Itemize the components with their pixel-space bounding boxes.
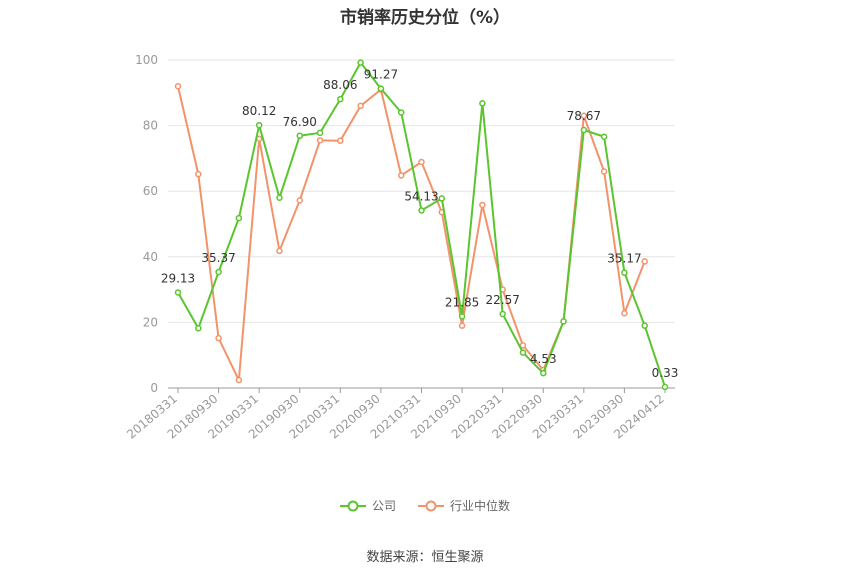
- data-point-company: [641, 322, 648, 329]
- data-label: 29.13: [161, 271, 195, 285]
- data-point-industry: [215, 334, 222, 342]
- data-point-company: [296, 132, 303, 140]
- source-note: 数据来源：恒生聚源: [366, 550, 484, 565]
- data-point-company: [195, 325, 202, 332]
- data-point-company: [499, 310, 506, 318]
- data-point-industry: [519, 342, 527, 349]
- y-tick-label: 60: [143, 184, 158, 198]
- data-label: 0.33: [652, 366, 679, 380]
- data-label: 80.12: [242, 104, 276, 118]
- y-tick-label: 80: [143, 119, 158, 133]
- data-point-company: [621, 269, 628, 276]
- data-point-industry: [337, 137, 344, 144]
- series-line-industry: [177, 86, 646, 382]
- legend-marker-industry: [418, 500, 444, 511]
- data-label: 88.06: [323, 78, 357, 92]
- legend-item-company[interactable]: 公司: [339, 497, 396, 514]
- data-point-industry: [296, 197, 303, 204]
- data-point-company: [438, 195, 446, 202]
- data-point-company: [215, 268, 222, 276]
- data-point-company: [337, 95, 344, 103]
- data-point-company: [357, 59, 364, 66]
- data-point-industry: [479, 201, 486, 209]
- data-point-company: [580, 126, 588, 134]
- data-point-industry: [357, 102, 364, 110]
- data-point-company: [479, 100, 486, 107]
- legend-item-industry[interactable]: 行业中位数: [418, 497, 510, 514]
- data-label: 76.90: [283, 115, 317, 129]
- data-point-company: [397, 109, 405, 116]
- data-label: 35.37: [201, 251, 235, 265]
- chart-title: 市销率历史分位（%）: [339, 8, 511, 28]
- data-point-industry: [580, 112, 588, 120]
- y-tick-label: 100: [135, 53, 158, 67]
- data-point-company: [519, 349, 527, 356]
- data-point-industry: [641, 258, 648, 265]
- data-point-company: [235, 214, 243, 222]
- data-point-company: [174, 289, 182, 296]
- data-label: 22.57: [485, 293, 519, 307]
- data-label: 91.27: [364, 68, 398, 82]
- data-label: 54.13: [404, 189, 438, 203]
- data-point-company: [276, 194, 283, 202]
- data-point-industry: [195, 170, 202, 178]
- data-point-industry: [418, 158, 425, 166]
- legend-label-industry: 行业中位数: [450, 499, 511, 513]
- data-label: 35.17: [607, 252, 641, 266]
- legend: 公司 行业中位数: [0, 497, 850, 514]
- data-point-company: [560, 318, 567, 325]
- data-point-company: [661, 383, 669, 391]
- data-point-company: [316, 129, 324, 137]
- data-point-company: [418, 207, 425, 214]
- data-point-industry: [458, 322, 466, 329]
- data-point-industry: [276, 247, 283, 255]
- y-tick-label: 20: [143, 315, 158, 329]
- data-point-industry: [600, 168, 608, 175]
- y-tick-label: 40: [143, 250, 158, 264]
- data-label: 4.53: [530, 352, 557, 366]
- data-point-industry: [621, 309, 628, 317]
- legend-label-company: 公司: [371, 499, 396, 513]
- data-point-company: [377, 85, 385, 92]
- data-point-company: [600, 133, 608, 141]
- y-tick-label: 0: [150, 381, 158, 395]
- data-label: 21.85: [445, 295, 479, 309]
- data-label: 78.67: [567, 109, 601, 123]
- legend-marker-company: [339, 500, 366, 511]
- data-point-company: [255, 121, 263, 129]
- data-point-company: [458, 313, 466, 320]
- data-point-industry: [316, 137, 324, 144]
- data-point-industry: [397, 172, 405, 179]
- data-point-industry: [235, 376, 243, 384]
- data-point-company: [540, 369, 547, 377]
- data-point-industry: [174, 82, 182, 90]
